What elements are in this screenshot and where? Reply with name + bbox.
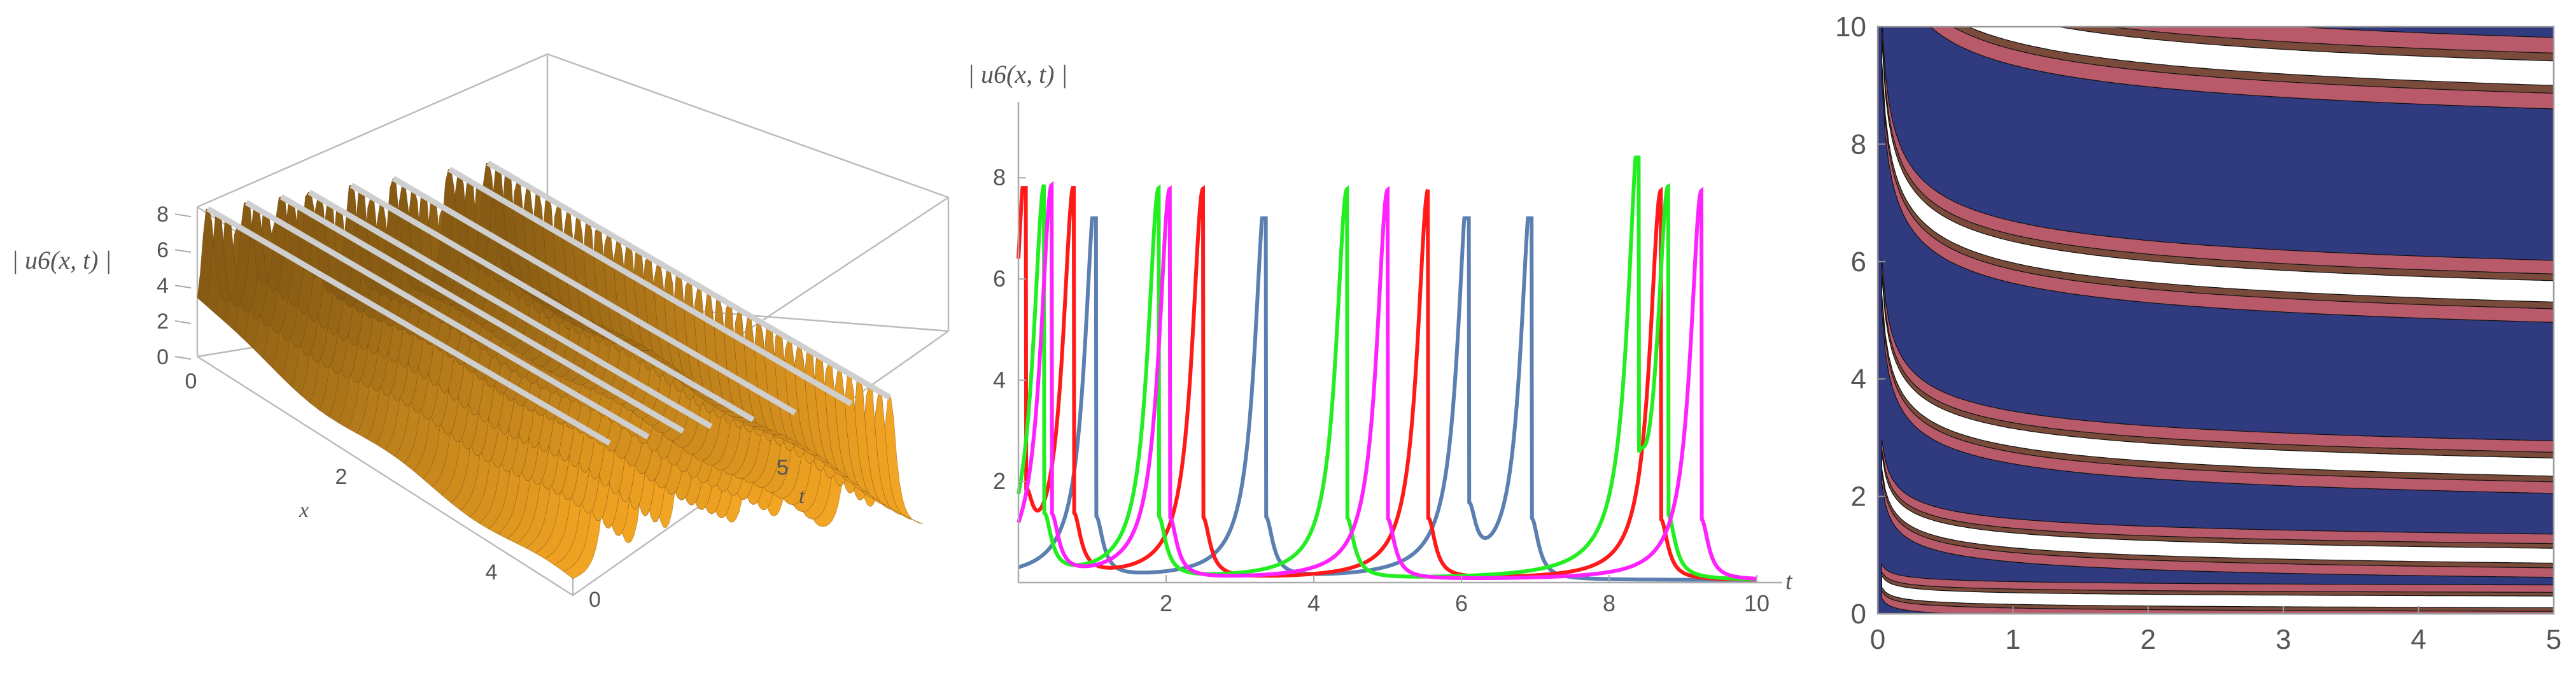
surface-z-tick: 0 xyxy=(157,345,169,369)
surface-cap xyxy=(279,194,685,434)
contour-x-tick: 3 xyxy=(2276,624,2291,655)
contour-band-layer xyxy=(1881,270,2554,483)
surface-cap xyxy=(349,183,755,423)
box-back-top xyxy=(197,53,949,208)
line-plot-y-tick: 6 xyxy=(993,266,1006,292)
surface-z-tick-mark xyxy=(174,320,192,325)
surface-z-tick-mark xyxy=(174,249,192,253)
contour-frame xyxy=(1876,25,2555,615)
surface-z-tick-mark xyxy=(174,213,192,218)
line-plot-x-label: t xyxy=(1785,568,1793,595)
contour-ticks: 0 1 2 3 4 5 0 2 4 6 8 10 xyxy=(1835,11,2561,655)
line-plot: 2 4 6 8 10 2 4 6 8 | u6(x, t) | t xyxy=(968,60,1793,616)
contour-y-tick: 8 xyxy=(1851,129,1866,160)
contour-x-tick: 2 xyxy=(2141,624,2156,655)
contour-background xyxy=(1878,27,2554,614)
contour-band-layer xyxy=(1967,27,2554,86)
surface-z-tick: 8 xyxy=(157,202,169,227)
surface-plot: 024680240510 | u6(x, t) | x t xyxy=(11,53,950,612)
line-plot-y-tick: 4 xyxy=(993,367,1006,393)
surface-t-tick: 0 xyxy=(589,588,601,612)
contour-x-tick: 4 xyxy=(2411,624,2426,655)
contour-x-tick: 5 xyxy=(2546,624,2561,655)
surface-x-label: x xyxy=(299,499,309,522)
contour-y-tick: 2 xyxy=(1851,481,1866,513)
surface-cap xyxy=(206,206,612,446)
contour-y-tick: 0 xyxy=(1851,599,1866,630)
line-series-2 xyxy=(1017,185,1757,582)
surface-z-tick: 4 xyxy=(157,274,169,298)
line-series-1 xyxy=(1018,216,1757,582)
line-series xyxy=(1017,155,1757,582)
contour-y-tick: 4 xyxy=(1851,364,1866,395)
surface-cap xyxy=(486,160,892,400)
line-plot-y-tick: 8 xyxy=(993,164,1006,190)
surface-z-tick: 6 xyxy=(157,238,169,262)
line-plot-x-tick: 4 xyxy=(1307,590,1320,616)
contour-band-layer xyxy=(1881,39,2554,302)
surface-z-label: | u6(x, t) | xyxy=(11,246,112,274)
line-plot-y-tick: 2 xyxy=(993,468,1006,494)
surface-cap xyxy=(447,166,853,406)
contour-band-layer xyxy=(1881,276,2554,477)
surface-plot-panel: 024680240510 | u6(x, t) | x t xyxy=(0,0,955,673)
line-plot-panel: 2 4 6 8 10 2 4 6 8 | u6(x, t) | t xyxy=(955,0,1801,673)
contour-x-tick: 0 xyxy=(1870,624,1885,655)
line-plot-x-tick: 6 xyxy=(1455,590,1468,616)
contour-plot-panel: 0 1 2 3 4 5 0 2 4 6 8 10 xyxy=(1801,0,2576,673)
line-series-4 xyxy=(1017,181,1757,581)
contour-x-tick: 1 xyxy=(2005,624,2020,655)
line-plot-y-label: | u6(x, t) | xyxy=(968,60,1068,89)
surface-ticks: 024680240510 xyxy=(157,202,789,612)
surface-x-tick: 0 xyxy=(185,369,197,393)
surface-t-label: t xyxy=(799,485,806,508)
surface-cap xyxy=(307,189,713,429)
surface-z-tick: 2 xyxy=(157,309,169,334)
surface-x-tick: 4 xyxy=(486,560,498,584)
surface-z-tick-mark xyxy=(174,356,192,360)
line-plot-x-tick: 10 xyxy=(1744,590,1770,616)
surface-mesh xyxy=(197,160,924,579)
contour-bands xyxy=(1881,27,2554,614)
surface-x-tick: 2 xyxy=(335,465,348,489)
contour-y-tick: 10 xyxy=(1835,11,1866,43)
surface-t-tick: 5 xyxy=(777,456,789,480)
surface-z-tick-mark xyxy=(174,285,192,289)
surface-cap xyxy=(244,200,650,440)
line-plot-x-tick: 2 xyxy=(1160,590,1172,616)
line-series-3 xyxy=(1017,155,1757,581)
contour-y-tick: 6 xyxy=(1851,246,1866,278)
line-plot-ticks: 2 4 6 8 10 2 4 6 8 xyxy=(993,164,1770,616)
contour-band-layer xyxy=(1881,453,2554,564)
contour-plot: 0 1 2 3 4 5 0 2 4 6 8 10 xyxy=(1835,11,2561,655)
surface-cap xyxy=(391,176,797,416)
line-plot-x-tick: 8 xyxy=(1603,590,1615,616)
contour-band-layer xyxy=(1881,574,2554,608)
